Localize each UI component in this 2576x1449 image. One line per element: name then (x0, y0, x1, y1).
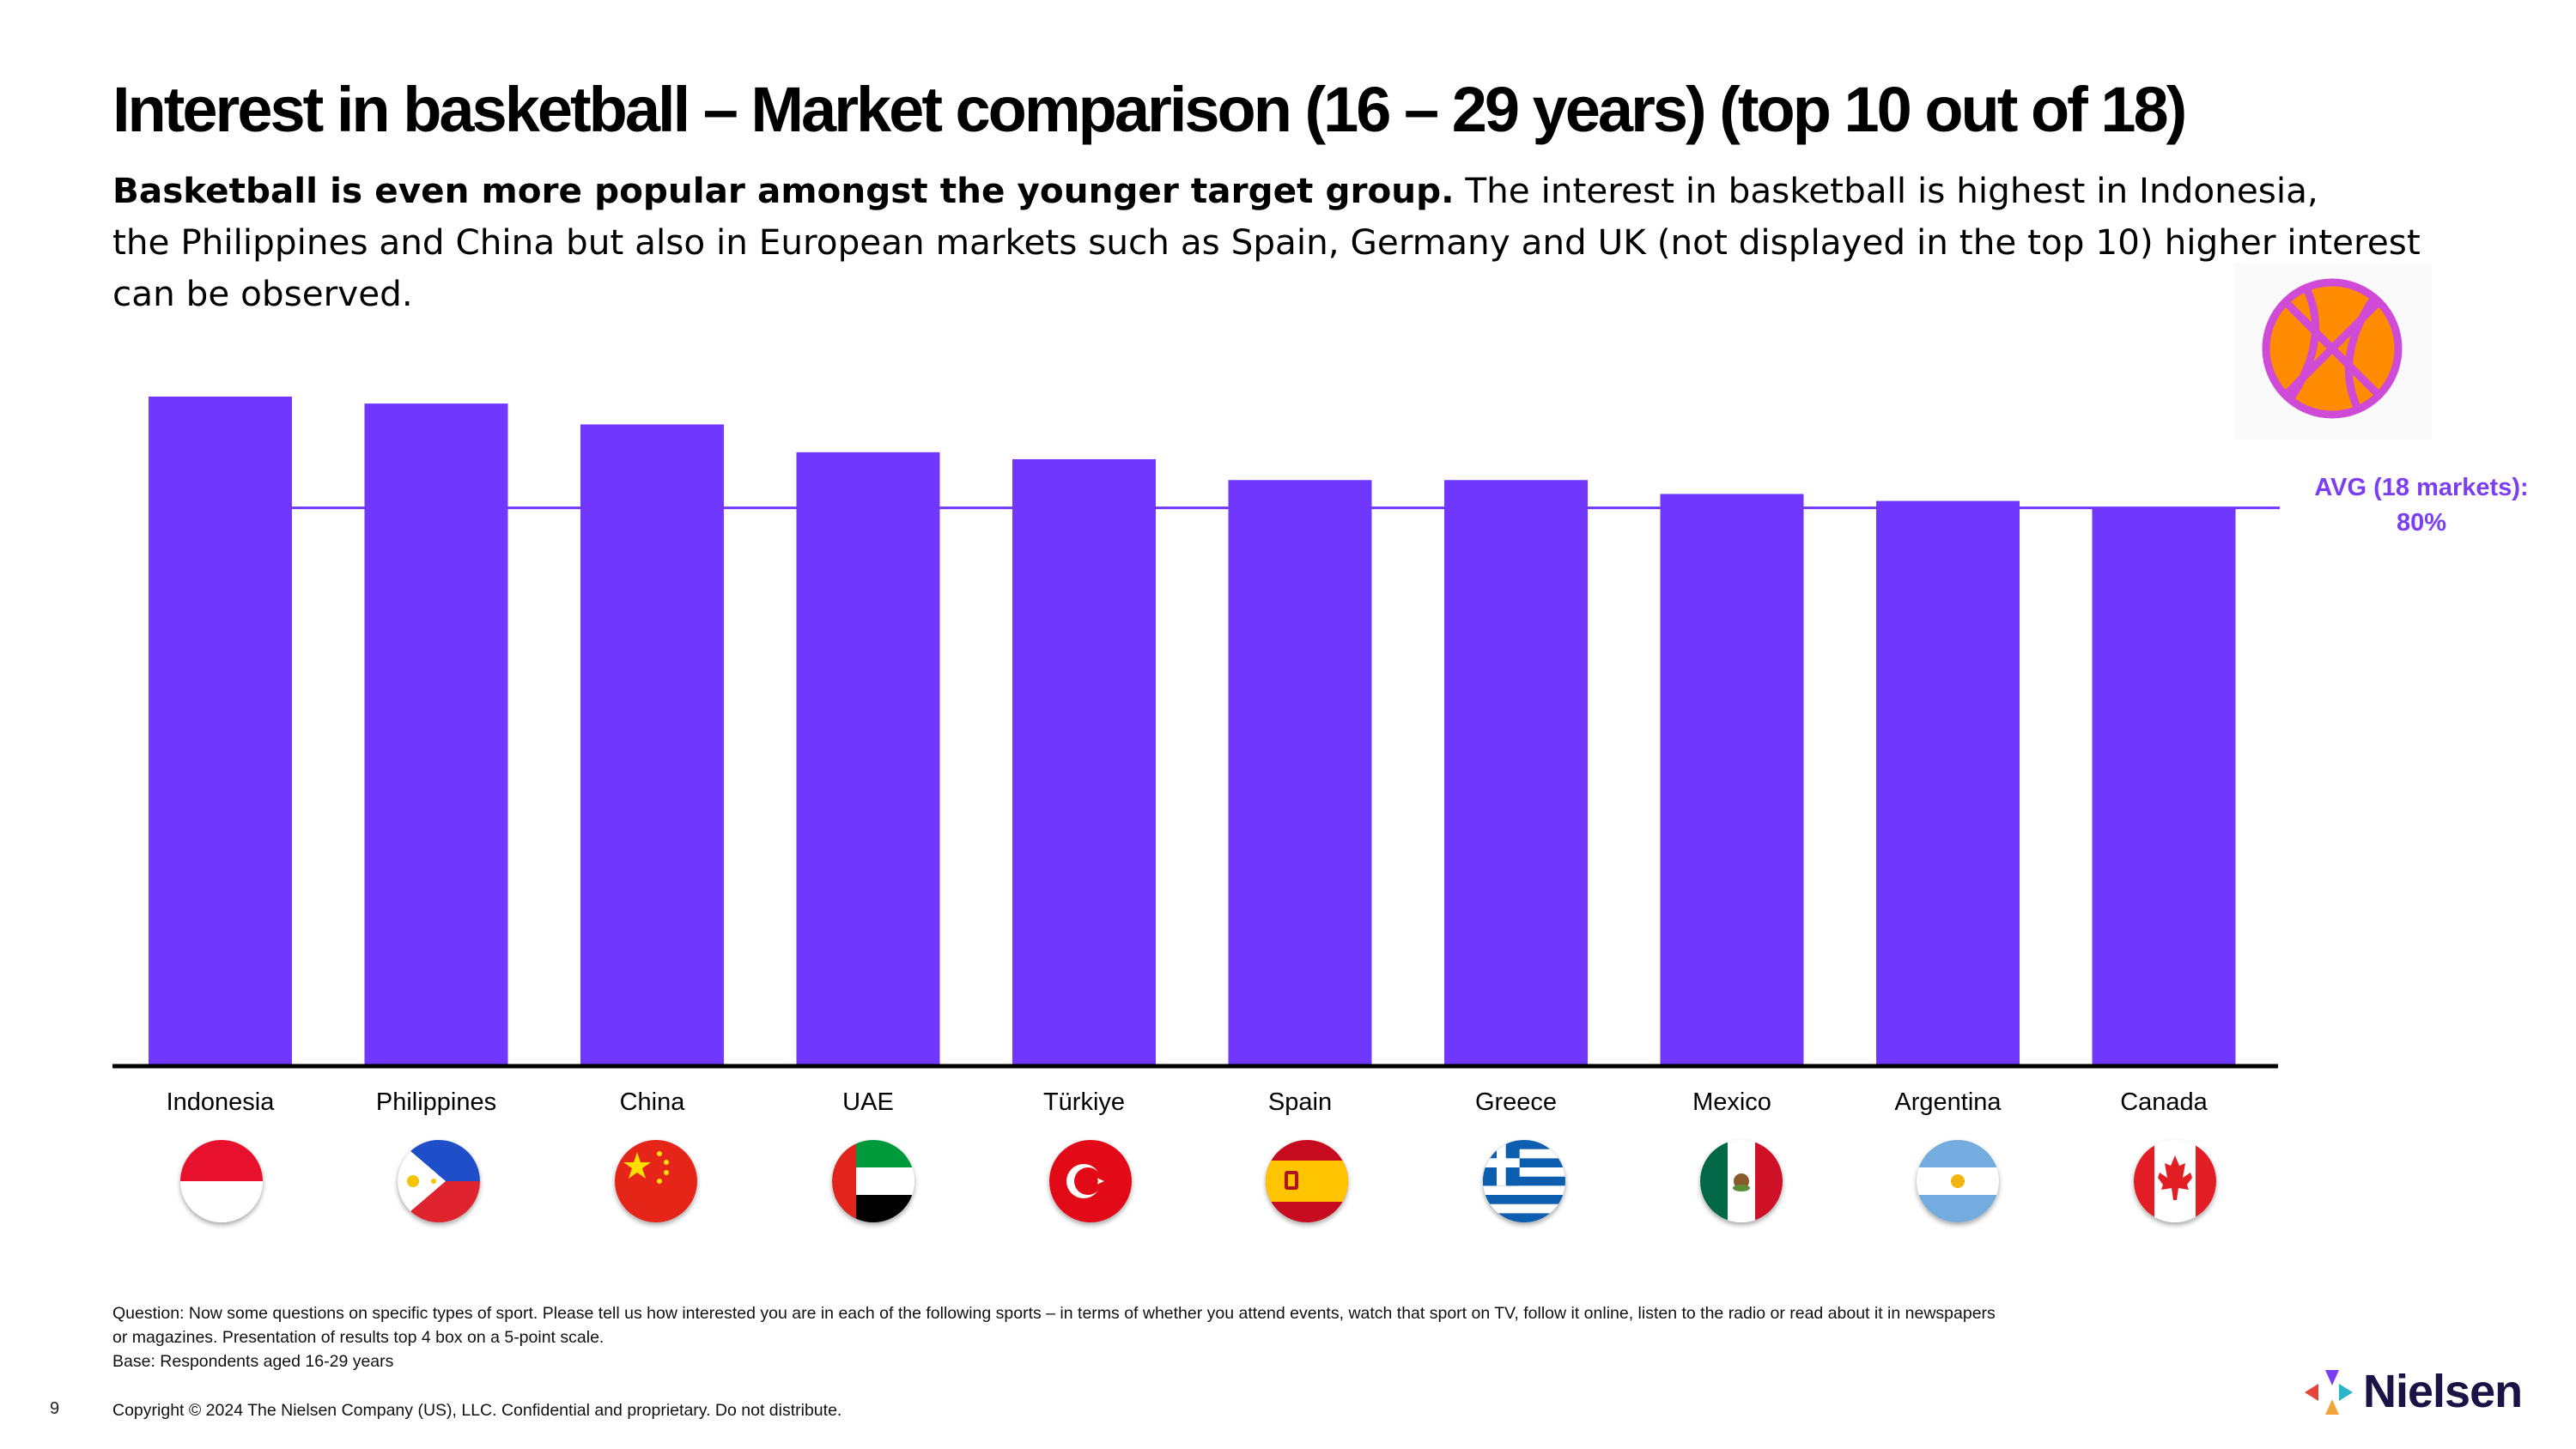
basketball-icon-box (2234, 263, 2432, 440)
argentina-flag-icon (1917, 1140, 1999, 1222)
bar-2 (364, 403, 508, 1065)
category-label: Greece (1475, 1088, 1557, 1116)
nielsen-logo-mark-icon (2305, 1370, 2353, 1415)
category-label: Türkiye (1043, 1088, 1125, 1116)
spain-flag-icon (1266, 1140, 1348, 1222)
copyright: Copyright © 2024 The Nielsen Company (US… (112, 1401, 842, 1420)
category-label: Canada (2120, 1088, 2208, 1116)
subtitle-bold: Basketball is even more popular amongst … (112, 170, 1455, 211)
bar-10 (2092, 507, 2236, 1064)
subtitle-line-2: the Philippines and China but also in Eu… (112, 221, 2421, 263)
category-label: Spain (1268, 1088, 1332, 1116)
category-label: Mexico (1692, 1088, 1771, 1116)
china-flag-icon (615, 1140, 697, 1222)
philippines-flag-icon (398, 1140, 480, 1222)
basketball-icon (2262, 278, 2403, 419)
bar-6 (1228, 480, 1372, 1064)
indonesia-flag-icon (180, 1140, 263, 1222)
page-number: 9 (50, 1399, 60, 1418)
footnote-base: Base: Respondents aged 16-29 years (112, 1352, 394, 1371)
footnote: Question: Now some questions on specific… (112, 1301, 2276, 1373)
footnote-question: Question: Now some questions on specific… (112, 1304, 1996, 1323)
page-title: Interest in basketball – Market comparis… (112, 74, 2187, 145)
nielsen-logo-text: Nielsen (2363, 1366, 2523, 1417)
mexico-flag-icon (1700, 1140, 1783, 1222)
greece-flag-icon (1483, 1140, 1565, 1222)
bar-1 (149, 397, 292, 1064)
subtitle-line-1: The interest in basketball is highest in… (1454, 170, 2318, 211)
bar-8 (1660, 494, 1804, 1064)
bar-4 (796, 452, 940, 1064)
bar-3 (580, 424, 724, 1065)
category-label: Indonesia (167, 1088, 276, 1116)
subtitle-line-3: can be observed. (112, 273, 413, 314)
bar-7 (1444, 480, 1588, 1064)
category-label: UAE (842, 1088, 894, 1116)
turkiye-flag-icon (1049, 1140, 1132, 1222)
bar-9 (1876, 500, 2020, 1064)
category-label: China (620, 1088, 686, 1116)
uae-flag-icon (832, 1140, 914, 1222)
average-label-title: AVG (18 markets): (2314, 474, 2529, 501)
footnote-question-cont: or magazines. Presentation of results to… (112, 1328, 605, 1347)
average-label-value: 80% (2396, 509, 2447, 537)
bar-5 (1012, 458, 1156, 1064)
subtitle: Basketball is even more popular amongst … (112, 165, 2448, 319)
bar-chart: Indonesia Philippines China UAE Türkiye Spain… (112, 397, 2280, 1116)
average-label: AVG (18 markets): 80% (2280, 470, 2563, 541)
canada-flag-icon (2134, 1140, 2216, 1222)
category-label: Argentina (1894, 1088, 2002, 1116)
category-label: Philippines (376, 1088, 496, 1116)
